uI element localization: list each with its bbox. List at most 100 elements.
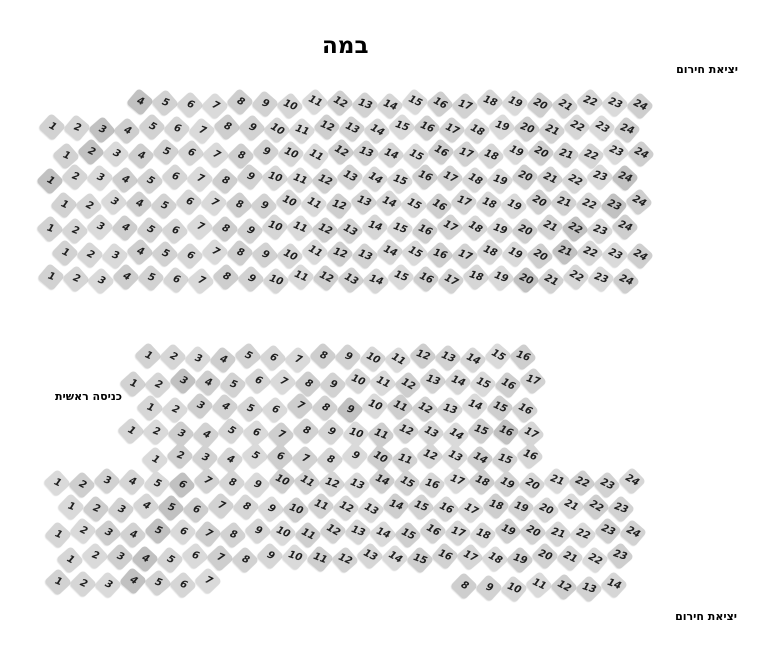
seat[interactable]: 12 <box>408 342 438 371</box>
seat[interactable]: 24 <box>624 188 654 217</box>
seat[interactable]: 8 <box>449 572 479 601</box>
seat[interactable]: 21 <box>555 543 585 573</box>
seat[interactable]: 8 <box>224 190 254 219</box>
seat[interactable]: 7 <box>192 467 222 496</box>
seat[interactable]: 16 <box>491 418 521 447</box>
seat[interactable]: 6 <box>161 265 191 294</box>
seat[interactable]: 18 <box>467 468 497 497</box>
seat[interactable]: 1 <box>37 112 67 141</box>
seat[interactable]: 7 <box>283 345 313 374</box>
seat[interactable]: 5 <box>143 516 173 545</box>
seat[interactable]: 6 <box>180 542 210 571</box>
seat[interactable]: 7 <box>290 444 320 473</box>
seat[interactable]: 11 <box>301 141 331 170</box>
seat[interactable]: 11 <box>385 393 415 422</box>
seat[interactable]: 9 <box>255 541 285 570</box>
seat[interactable]: 10 <box>499 575 529 604</box>
seat[interactable]: 7 <box>185 213 215 242</box>
seat[interactable]: 10 <box>267 466 297 495</box>
seat[interactable]: 2 <box>75 240 105 269</box>
seat[interactable]: 11 <box>305 544 335 573</box>
seat[interactable]: 6 <box>168 570 198 599</box>
seat[interactable]: 19 <box>486 264 516 293</box>
seat[interactable]: 12 <box>415 441 445 470</box>
seat[interactable]: 17 <box>456 496 486 525</box>
seat[interactable]: 11 <box>285 214 315 243</box>
seat[interactable]: 21 <box>543 519 573 548</box>
seat[interactable]: 12 <box>326 137 356 166</box>
seat[interactable]: 15 <box>400 88 430 117</box>
seat[interactable]: 1 <box>35 166 65 195</box>
seat[interactable]: 19 <box>505 546 535 575</box>
seat[interactable]: 4 <box>125 87 155 116</box>
seat[interactable]: 14 <box>599 570 629 599</box>
seat[interactable]: 10 <box>360 391 390 420</box>
seat[interactable]: 12 <box>318 516 348 545</box>
seat[interactable]: 5 <box>235 394 265 423</box>
seat[interactable]: 24 <box>626 139 656 169</box>
seat[interactable]: 3 <box>106 496 136 525</box>
seat[interactable]: 24 <box>625 242 655 271</box>
seat[interactable]: 10 <box>281 496 311 525</box>
seat[interactable]: 20 <box>525 90 555 119</box>
seat[interactable]: 19 <box>506 493 536 523</box>
seat[interactable]: 8 <box>315 446 345 475</box>
seat[interactable]: 5 <box>137 113 167 142</box>
seat[interactable]: 11 <box>299 189 329 219</box>
seat[interactable]: 5 <box>156 493 186 523</box>
seat[interactable]: 12 <box>549 572 579 602</box>
seat[interactable]: 9 <box>340 442 370 471</box>
seat[interactable]: 13 <box>440 443 470 472</box>
seat[interactable]: 22 <box>574 190 604 219</box>
seat[interactable]: 19 <box>499 191 529 220</box>
seat[interactable]: 6 <box>243 366 273 395</box>
seat[interactable]: 1 <box>135 393 165 423</box>
seat[interactable]: 13 <box>355 542 385 571</box>
seat[interactable]: 21 <box>542 467 572 496</box>
seat[interactable]: 11 <box>292 468 322 497</box>
seat[interactable]: 14 <box>360 213 390 242</box>
seat[interactable]: 16 <box>431 494 461 523</box>
seat[interactable]: 13 <box>418 366 448 395</box>
seat[interactable]: 12 <box>311 264 341 293</box>
seat[interactable]: 10 <box>343 367 373 396</box>
seat[interactable]: 4 <box>118 567 148 596</box>
seat[interactable]: 16 <box>411 264 441 294</box>
seat[interactable]: 19 <box>500 89 530 118</box>
seat[interactable]: 1 <box>133 341 163 370</box>
seat[interactable]: 16 <box>418 517 448 546</box>
seat[interactable]: 9 <box>333 343 363 372</box>
seat[interactable]: 8 <box>308 341 338 370</box>
seat[interactable]: 4 <box>126 141 156 170</box>
seat[interactable]: 13 <box>433 343 463 373</box>
seat[interactable]: 14 <box>376 140 406 169</box>
seat[interactable]: 1 <box>36 263 66 292</box>
seat[interactable]: 5 <box>240 441 270 470</box>
seat[interactable]: 15 <box>483 341 513 370</box>
seat[interactable]: 4 <box>117 468 147 497</box>
seat[interactable]: 18 <box>480 544 510 573</box>
seat[interactable]: 8 <box>291 416 321 445</box>
seat[interactable]: 16 <box>430 541 460 570</box>
seat[interactable]: 17 <box>435 164 465 193</box>
seat[interactable]: 13 <box>356 495 386 524</box>
seat[interactable]: 2 <box>61 264 91 294</box>
seat[interactable]: 5 <box>136 264 166 293</box>
seat[interactable]: 13 <box>350 241 380 270</box>
seat[interactable]: 18 <box>475 87 505 116</box>
seat[interactable]: 3 <box>185 391 215 420</box>
seat[interactable]: 12 <box>410 394 440 423</box>
seat[interactable]: 20 <box>530 542 560 571</box>
seat[interactable]: 6 <box>168 518 198 547</box>
seat[interactable]: 17 <box>518 367 548 396</box>
seat[interactable]: 12 <box>330 546 360 575</box>
seat[interactable]: 12 <box>331 493 361 523</box>
seat[interactable]: 23 <box>586 264 616 294</box>
seat[interactable]: 15 <box>405 545 435 574</box>
seat[interactable]: 8 <box>310 393 340 423</box>
seat[interactable]: 13 <box>336 265 366 294</box>
seat[interactable]: 6 <box>260 396 290 425</box>
seat[interactable]: 1 <box>42 468 72 498</box>
seat[interactable]: 6 <box>160 163 190 192</box>
seat[interactable]: 16 <box>425 89 455 119</box>
